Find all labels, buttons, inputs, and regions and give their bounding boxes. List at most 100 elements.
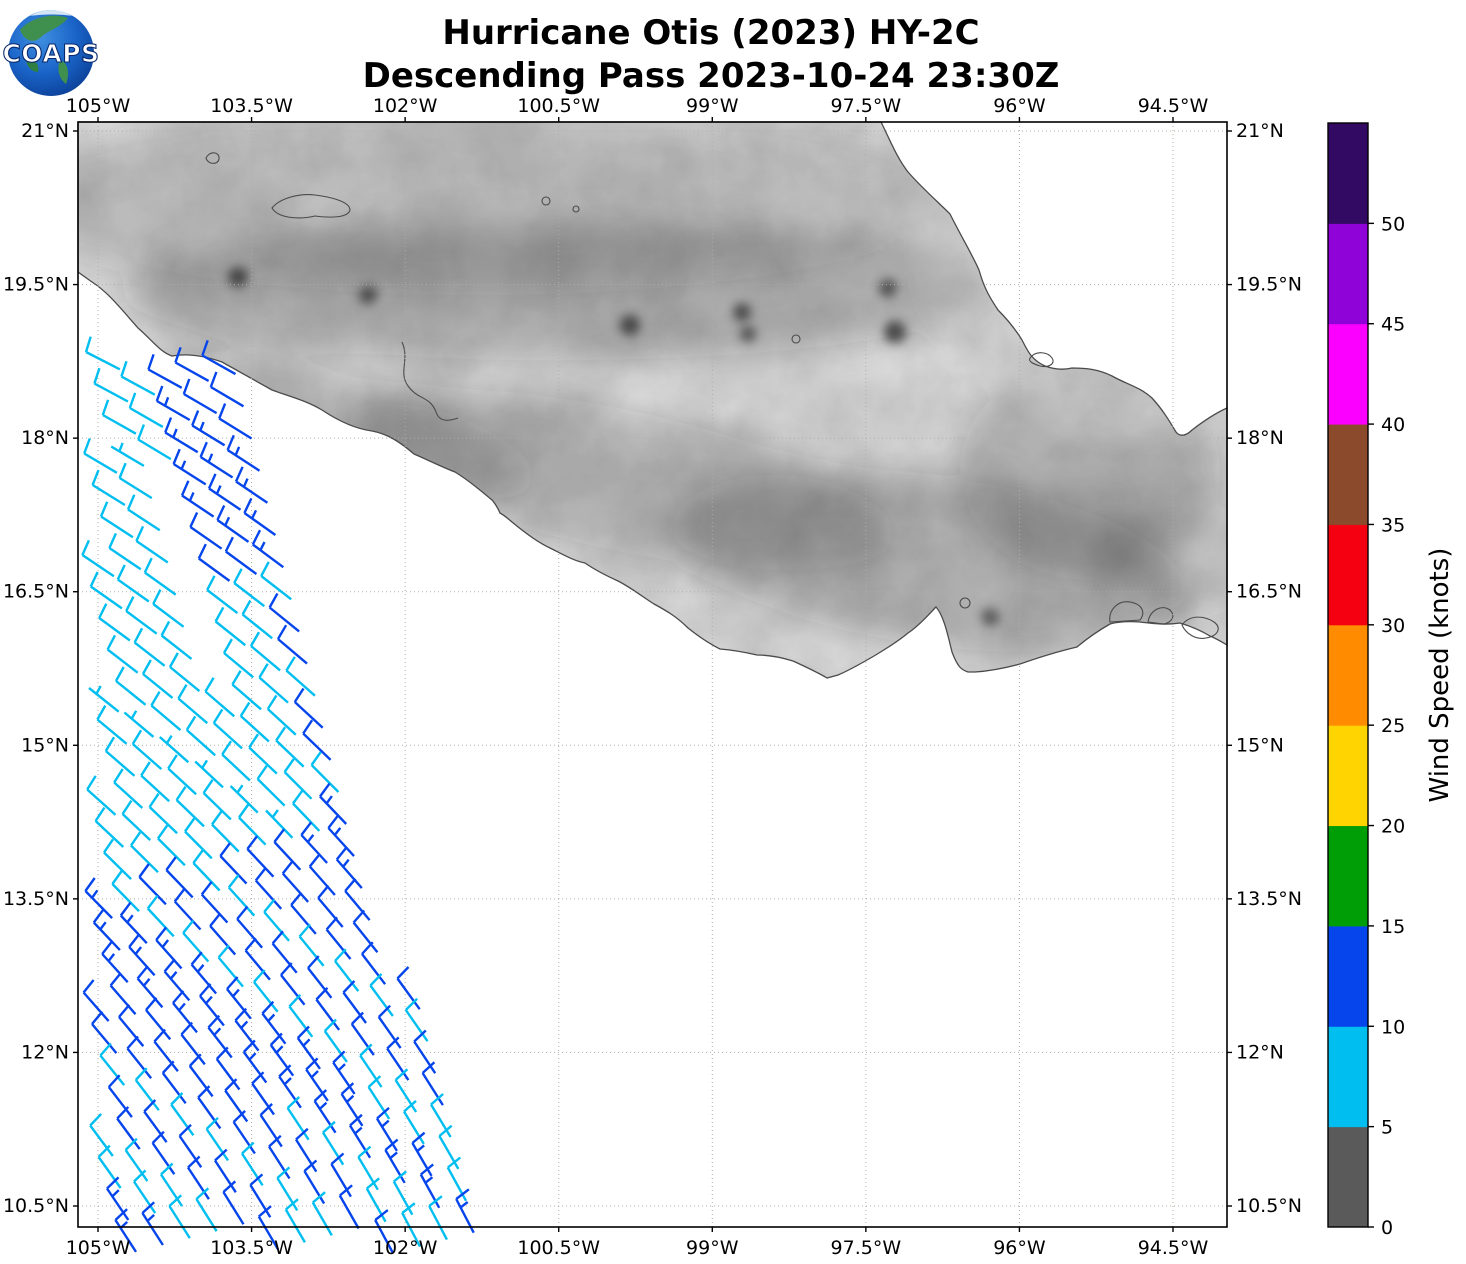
wind-barb — [276, 624, 308, 665]
y-tick-label-left: 12°N — [21, 1041, 69, 1063]
wind-barb — [151, 1130, 176, 1175]
wind-barb — [261, 1000, 287, 1045]
map-frame — [77, 121, 1228, 1228]
wind-barb — [292, 789, 321, 832]
wind-barb — [334, 948, 360, 992]
wind-barb — [101, 940, 129, 984]
wind-barb — [184, 817, 213, 860]
x-tick-label-top: 102°W — [373, 95, 438, 117]
wind-barb — [257, 1205, 280, 1250]
wind-barb — [330, 1152, 352, 1198]
wind-barb — [128, 933, 156, 977]
y-tick-label-left: 16.5°N — [3, 581, 69, 603]
x-tick-label-bottom: 100.5°W — [517, 1237, 600, 1259]
wind-barb — [206, 575, 239, 615]
wind-barb — [163, 958, 191, 1002]
wind-barb — [123, 710, 155, 738]
wind-barb — [275, 726, 305, 768]
wind-barb — [348, 1113, 372, 1159]
wind-barb — [288, 993, 314, 1038]
wind-barb — [138, 863, 167, 906]
x-tick-label-top: 100.5°W — [517, 95, 600, 117]
wind-barb — [428, 1195, 448, 1241]
wind-barb — [146, 894, 175, 938]
wind-barb — [155, 926, 183, 970]
x-tick-label-bottom: 102°W — [373, 1237, 438, 1259]
wind-barb — [207, 1014, 233, 1059]
wind-barb — [438, 1124, 460, 1170]
y-tick-label-right: 15°N — [1236, 734, 1284, 756]
wind-barb — [319, 782, 348, 825]
wind-barb — [214, 606, 247, 647]
wind-barb — [83, 438, 118, 474]
wind-barb — [209, 912, 237, 956]
wind-barb — [133, 1169, 157, 1214]
wind-barb — [92, 908, 121, 951]
wind-barb — [239, 701, 270, 743]
wind-barb — [172, 448, 207, 486]
wind-barb — [296, 1025, 321, 1070]
wind-barb — [145, 997, 172, 1041]
wind-barb — [155, 385, 191, 422]
wind-barb — [285, 656, 316, 697]
wind-barb — [251, 529, 285, 569]
wind-barb — [429, 1093, 452, 1138]
x-tick-label-bottom: 94.5°W — [1138, 1237, 1209, 1259]
wind-barb — [308, 853, 336, 896]
wind-barb — [332, 1050, 356, 1095]
wind-barb — [298, 923, 325, 967]
wind-barb — [211, 810, 240, 853]
wind-barb — [134, 1067, 160, 1111]
wind-barb — [81, 539, 115, 578]
wind-barb — [91, 1010, 118, 1054]
wind-barb — [238, 803, 267, 846]
x-tick-label-top: 99°W — [686, 95, 739, 117]
wind-barb — [359, 1043, 383, 1088]
wind-barb — [218, 403, 253, 440]
wind-barb — [111, 870, 140, 913]
wind-barb — [311, 1191, 333, 1237]
wind-barb — [315, 986, 341, 1031]
wind-barb — [201, 340, 237, 376]
wind-barb — [243, 497, 277, 536]
wind-barb — [173, 888, 202, 931]
wind-barb — [113, 768, 144, 809]
wind-barb — [209, 371, 245, 408]
wind-barb — [202, 779, 232, 821]
y-tick-label-right: 13.5°N — [1236, 888, 1302, 910]
graticule — [78, 122, 1227, 1227]
wind-barb — [205, 1116, 229, 1162]
wind-barb — [99, 1042, 126, 1086]
wind-barb — [300, 821, 328, 864]
wind-barb — [147, 354, 183, 389]
wind-barb — [185, 715, 216, 757]
wind-barb — [219, 842, 248, 885]
wind-barb — [84, 877, 113, 919]
colorbar-tick-label: 20 — [1381, 816, 1405, 838]
wind-barb — [217, 944, 244, 988]
wind-barb — [215, 1046, 241, 1091]
wind-barb — [254, 867, 283, 910]
wind-barb — [321, 1120, 345, 1166]
wind-barb — [82, 979, 110, 1022]
wind-barb — [190, 951, 218, 995]
wind-barb — [281, 860, 309, 903]
wind-barb — [240, 1141, 264, 1187]
wind-barb — [350, 1011, 375, 1056]
colorbar-tick-label: 10 — [1381, 1016, 1405, 1038]
wind-barb — [216, 504, 250, 543]
wind-barb — [175, 786, 205, 828]
chart-title: Hurricane Otis (2023) HY-2C — [442, 13, 979, 53]
wind-barb — [119, 901, 148, 945]
wind-barb — [286, 1096, 310, 1141]
wind-barb — [121, 799, 152, 841]
wind-barb — [283, 758, 313, 800]
wind-barb — [260, 561, 292, 601]
y-tick-label-left: 15°N — [21, 734, 69, 756]
wind-barb — [199, 441, 234, 479]
wind-barb — [386, 1036, 410, 1081]
wind-barb — [197, 1085, 222, 1130]
wind-barb — [369, 973, 394, 1017]
